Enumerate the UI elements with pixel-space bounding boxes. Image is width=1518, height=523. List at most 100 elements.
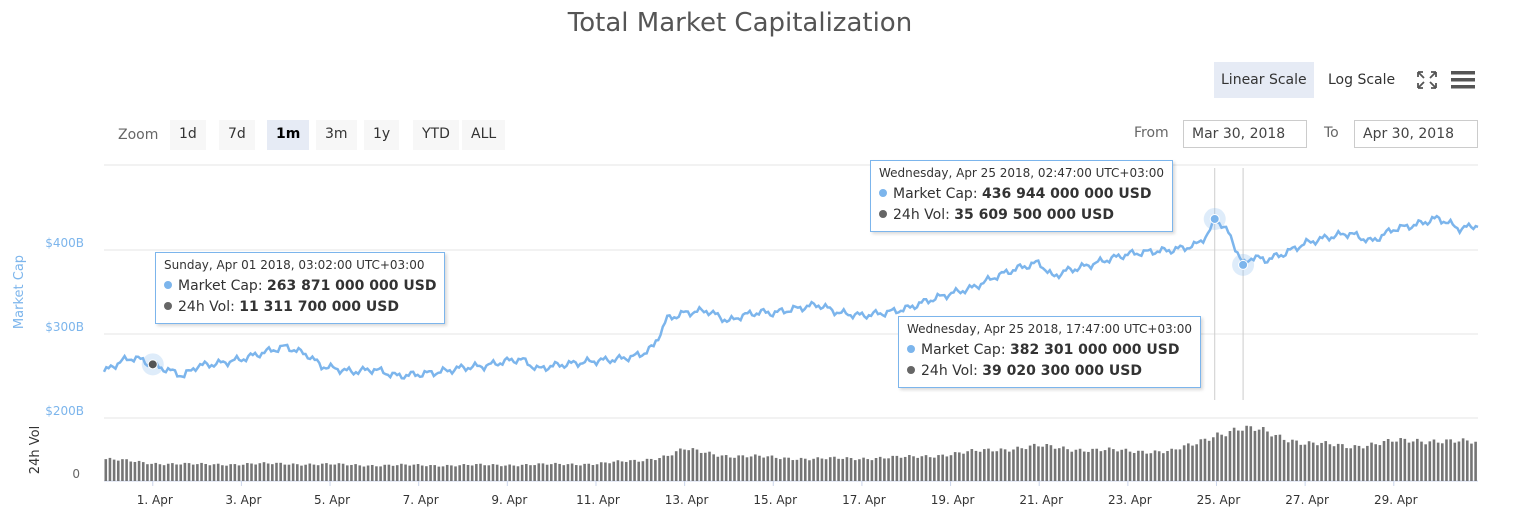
volume-bar	[924, 455, 928, 481]
volume-bar	[425, 466, 428, 481]
volume-bar	[262, 462, 266, 481]
volume-bar	[1432, 439, 1436, 481]
volume-bar	[200, 462, 203, 481]
volume-bar	[741, 455, 745, 481]
linear-scale-button[interactable]: Linear Scale	[1214, 62, 1314, 98]
menu-icon[interactable]	[1450, 69, 1476, 95]
volume-bar	[383, 464, 387, 481]
volume-dot-icon	[164, 302, 172, 310]
y-axis-title-market-cap: Market Cap	[12, 255, 27, 329]
market-cap-dot-icon	[907, 345, 915, 353]
volume-bar	[325, 463, 328, 481]
volume-bar	[783, 457, 786, 481]
volume-bar	[529, 465, 532, 481]
volume-bar	[204, 463, 208, 481]
zoom-button-1d[interactable]: 1d	[170, 120, 206, 150]
volume-bar	[191, 464, 195, 481]
zoom-button-1y[interactable]: 1y	[364, 120, 400, 150]
tooltip-mc-label: Market Cap:	[921, 342, 1010, 358]
volume-bar	[1024, 449, 1028, 481]
zoom-button-7d[interactable]: 7d	[219, 120, 255, 150]
volume-bar	[1257, 429, 1261, 481]
volume-bar	[1099, 451, 1103, 481]
volume-bar	[858, 459, 861, 481]
x-tick-label: 19. Apr	[931, 493, 975, 507]
volume-bar	[1403, 438, 1407, 481]
volume-bar	[674, 451, 678, 481]
volume-bar	[766, 456, 770, 481]
x-tick-label: 3. Apr	[225, 493, 261, 507]
volume-bar	[1328, 444, 1332, 481]
volume-bar	[591, 465, 595, 481]
volume-bar	[812, 458, 815, 481]
volume-bar	[112, 459, 116, 481]
volume-bar	[516, 466, 520, 481]
volume-bar	[695, 449, 699, 481]
market-cap-series-line[interactable]	[102, 214, 1479, 380]
volume-bar	[945, 456, 949, 481]
x-tick-label: 13. Apr	[665, 493, 709, 507]
volume-bar	[354, 464, 357, 481]
volume-bar	[300, 465, 303, 481]
volume-bar	[508, 464, 511, 481]
volume-bar	[862, 457, 865, 481]
volume-bar	[1228, 431, 1232, 481]
volume-bar	[512, 465, 516, 481]
volume-bar	[1303, 444, 1307, 481]
volume-bar	[1049, 445, 1053, 481]
volume-bar	[1307, 441, 1311, 481]
volume-bar	[275, 462, 278, 481]
volume-bar	[129, 461, 133, 481]
volume-bar	[1045, 444, 1049, 481]
zoom-button-1m[interactable]: 1m	[267, 120, 310, 150]
volume-bar	[666, 455, 670, 481]
volume-bar	[799, 457, 803, 481]
volume-bar	[462, 464, 466, 481]
volume-bar	[391, 465, 395, 481]
volume-bar	[933, 457, 936, 481]
volume-bar	[999, 448, 1003, 481]
tooltip-vol-label: 24h Vol:	[893, 207, 955, 223]
x-tick-label: 15. Apr	[753, 493, 797, 507]
volume-bar	[246, 463, 249, 481]
volume-bar	[1057, 448, 1061, 481]
volume-bar	[683, 449, 686, 481]
zoom-button-all[interactable]: ALL	[462, 120, 506, 150]
volume-bar	[1286, 442, 1290, 481]
volume-bar	[828, 457, 832, 481]
to-date-input[interactable]	[1354, 120, 1478, 148]
volume-bar	[833, 456, 836, 481]
highlight-point[interactable]	[1238, 259, 1249, 270]
volume-bar	[491, 464, 495, 481]
volume-bar	[949, 455, 953, 481]
volume-bar	[1299, 444, 1303, 481]
volume-bar	[1395, 441, 1398, 481]
zoom-button-3m[interactable]: 3m	[316, 120, 357, 150]
volume-bar	[1470, 443, 1473, 481]
volume-bar	[1216, 432, 1219, 481]
volume-bar	[570, 463, 574, 481]
volume-bar	[412, 464, 416, 481]
volume-bar	[579, 465, 582, 481]
volume-bar	[554, 462, 557, 481]
volume-bar	[1370, 442, 1373, 481]
volume-bar	[341, 463, 345, 481]
volume-bar	[437, 466, 441, 481]
x-tick-label: 7. Apr	[403, 493, 439, 507]
from-date-input[interactable]	[1183, 120, 1307, 148]
volume-bar	[974, 450, 978, 481]
volume-bar	[1157, 451, 1161, 481]
volume-bar	[1282, 439, 1286, 481]
volume-bar	[1407, 442, 1411, 481]
highlight-point[interactable]	[147, 359, 158, 370]
fullscreen-icon[interactable]	[1416, 70, 1438, 94]
volume-bar	[445, 464, 449, 481]
volume-bar	[154, 462, 158, 481]
zoom-button-ytd[interactable]: YTD	[413, 120, 459, 150]
volume-bar	[803, 458, 807, 481]
volume-bar	[887, 458, 890, 481]
volume-bar	[504, 465, 507, 481]
log-scale-button[interactable]: Log Scale	[1328, 72, 1396, 88]
highlight-point[interactable]	[1209, 213, 1220, 224]
